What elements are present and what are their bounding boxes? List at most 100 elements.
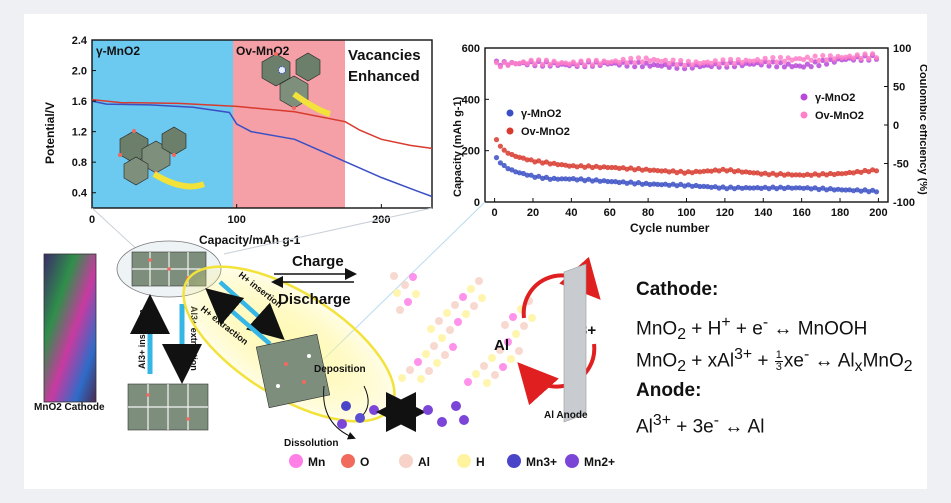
legend-left-gamma: γ-MnO2	[521, 108, 561, 120]
ce-ov-point	[724, 61, 730, 67]
capacity-ov-point	[797, 172, 803, 178]
electrolyte-ion	[483, 379, 491, 387]
capacity-gamma-point	[793, 185, 799, 191]
capacity-ov-point	[705, 168, 711, 174]
electrolyte-ion	[412, 290, 420, 298]
capacity-gamma-point	[586, 176, 592, 182]
capacity-ov-point	[873, 168, 880, 174]
electrolyte-ion	[396, 306, 404, 314]
species-swatch	[341, 454, 355, 468]
electrolyte-ion	[507, 355, 515, 363]
ce-gamma-point	[774, 64, 780, 70]
ce-gamma-point	[647, 63, 653, 69]
capacity-gamma-point	[628, 179, 634, 185]
electrolyte-ion	[398, 374, 406, 382]
capacity-ov-point	[739, 169, 745, 175]
ce-ov-point	[620, 56, 626, 63]
ce-gamma-point	[816, 63, 822, 69]
capacity-ov-point	[659, 168, 665, 174]
electrolyte-ion	[425, 367, 433, 375]
ce-ov-point	[793, 56, 799, 62]
species-label: Mn3+	[526, 455, 557, 469]
capacity-gamma-point	[728, 184, 734, 190]
ce-ov-point	[827, 53, 834, 59]
capacity-ov-point	[528, 157, 534, 163]
legend-right-ov: Ov-MnO2	[815, 110, 864, 122]
capacity-ov-point	[516, 154, 523, 160]
ce-gamma-point	[770, 59, 776, 65]
ce-ov-point	[839, 55, 845, 61]
ce-ov-point	[735, 57, 741, 63]
ce-ov-point	[566, 61, 573, 67]
cathode-heading: Cathode:	[636, 279, 719, 300]
gcd-x-tick-label: 200	[372, 214, 390, 226]
ce-ov-point	[624, 60, 630, 66]
electrolyte-ions	[390, 272, 536, 387]
ce-ov-point	[785, 55, 791, 61]
ce-ov-series	[493, 51, 880, 70]
anode-equation: Al3+ + 3e- ↔ Al	[636, 412, 765, 438]
capacity-ov-point	[847, 169, 853, 176]
ce-ov-point	[589, 62, 596, 68]
capacity-ov-point	[827, 170, 834, 177]
capacity-ov-point	[685, 169, 692, 175]
cycling-left-y-tick-label: 200	[462, 146, 480, 158]
capacity-gamma-point	[766, 186, 772, 192]
crystal-top	[131, 251, 207, 287]
gamma-discharge-curve	[91, 100, 433, 198]
electrolyte-ion	[475, 277, 483, 285]
ce-ov-point	[678, 57, 684, 64]
capacity-gamma-point	[605, 178, 611, 185]
ce-ov-point	[578, 58, 584, 64]
capacity-gamma-point	[655, 181, 661, 187]
ov-crystal-illustration	[261, 52, 331, 117]
electrolyte-ion	[478, 294, 486, 302]
capacity-gamma-point	[797, 185, 803, 191]
capacity-gamma-point	[505, 166, 511, 172]
capacity-ov-series	[493, 137, 880, 178]
capacity-gamma-point	[701, 183, 707, 189]
ce-ov-point	[655, 57, 661, 64]
ce-gamma-point	[781, 64, 788, 70]
capacity-gamma-point	[747, 185, 753, 191]
capacity-gamma-series	[493, 155, 880, 195]
ce-ov-point	[824, 57, 830, 63]
electrolyte-ion	[438, 334, 446, 342]
species-swatch	[399, 454, 413, 468]
gcd-x-tick-label: 100	[228, 214, 246, 226]
electrolyte-ion	[393, 289, 401, 297]
ce-ov-point	[586, 57, 592, 64]
electrolyte-ion	[414, 358, 422, 366]
ce-ov-point	[501, 59, 507, 65]
gcd-chart: 2.4 2.0 1.6 1.2 0.8 0.4 0 100 200 γ-MnO2 Ov-MnO…	[43, 35, 433, 247]
ce-ov-point	[781, 58, 788, 64]
cycling-chart: 600 400 200 0 100 50 0 -50 -100 0 20 40 60 80 100 120…	[452, 43, 927, 235]
ce-ov-point	[689, 62, 695, 68]
electrolyte-ion	[409, 273, 417, 281]
ce-gamma-point	[655, 62, 661, 68]
capacity-ov-point	[808, 172, 814, 178]
ce-ov-point	[697, 61, 703, 67]
ce-ov-point	[493, 60, 500, 66]
gamma-crystal-illustration	[118, 126, 206, 190]
ce-ov-point	[605, 59, 611, 66]
charge-label: Charge	[292, 253, 344, 270]
capacity-gamma-point	[678, 181, 684, 187]
ce-ov-point	[808, 57, 814, 63]
ce-gamma-point	[789, 64, 795, 70]
electrolyte-ion	[441, 351, 449, 359]
discharge-label: Discharge	[278, 291, 351, 308]
species-label: Mn	[308, 455, 325, 469]
cathode-equation-2: MnO2 + xAl3+ + 1 3 xe- ↔ AlxMnO2	[636, 346, 913, 376]
gcd-y-tick-label: 0.8	[72, 157, 87, 169]
ce-ov-point	[582, 62, 588, 68]
cycling-x-tick-label: 80	[642, 207, 654, 219]
cycle-al-label: Al	[494, 337, 509, 354]
capacity-ov-point	[597, 165, 603, 171]
gcd-y-ticks: 2.4 2.0 1.6 1.2 0.8 0.4	[72, 35, 96, 200]
species-label: O	[360, 455, 369, 469]
cycling-right-y-ticks: 100 50 0 -50 -100	[884, 43, 915, 209]
electrolyte-ion	[504, 338, 512, 346]
species-label: H	[476, 455, 485, 469]
capacity-gamma-point	[751, 185, 757, 191]
